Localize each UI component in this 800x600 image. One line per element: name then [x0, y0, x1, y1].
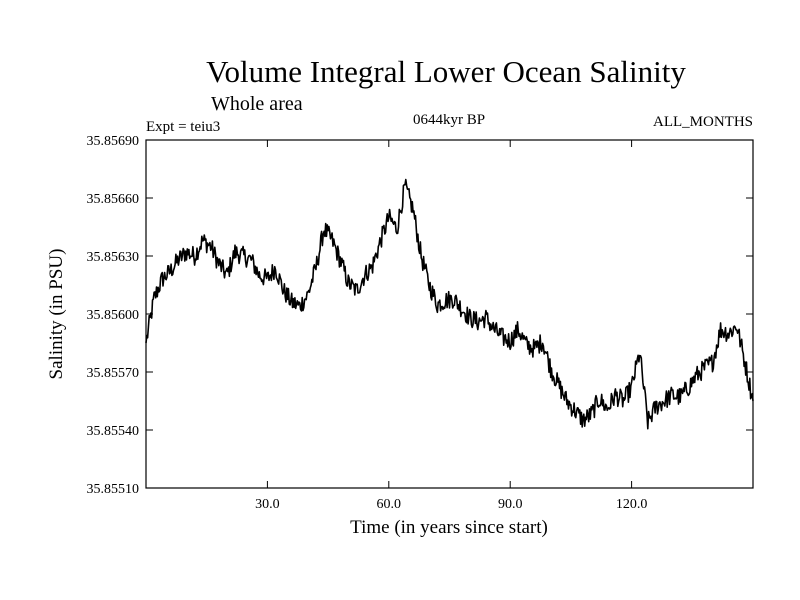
experiment-label: Expt = teiu3	[146, 119, 220, 135]
plot-frame	[145, 139, 754, 489]
y-axis-label: Salinity (in PSU)	[46, 249, 67, 380]
x-tick-label: 60.0	[377, 497, 402, 512]
y-axis-ticks: 35.85510 35.85540 35.85570 35.85600 35.85630…	[87, 134, 753, 497]
x-axis-label: Time (in years since start)	[350, 517, 548, 538]
y-tick-label: 35.85540	[87, 424, 140, 439]
chart-title: Volume Integral Lower Ocean Salinity	[206, 54, 686, 89]
y-tick-label: 35.85510	[87, 482, 140, 497]
x-axis-ticks: 30.0 60.0 90.0 120.0	[255, 140, 647, 512]
chart-subtitle: Whole area	[211, 93, 303, 115]
y-tick-label: 35.85600	[87, 308, 140, 323]
months-label: ALL_MONTHS	[653, 114, 753, 130]
y-tick-label: 35.85690	[87, 134, 140, 149]
y-tick-label: 35.85630	[87, 250, 140, 265]
salinity-series-line	[145, 178, 754, 430]
x-tick-label: 120.0	[616, 497, 648, 512]
y-tick-label: 35.85570	[87, 366, 140, 381]
period-label: 0644kyr BP	[413, 112, 485, 128]
y-tick-label: 35.85660	[87, 192, 140, 207]
x-tick-label: 30.0	[255, 497, 280, 512]
x-tick-label: 90.0	[498, 497, 523, 512]
